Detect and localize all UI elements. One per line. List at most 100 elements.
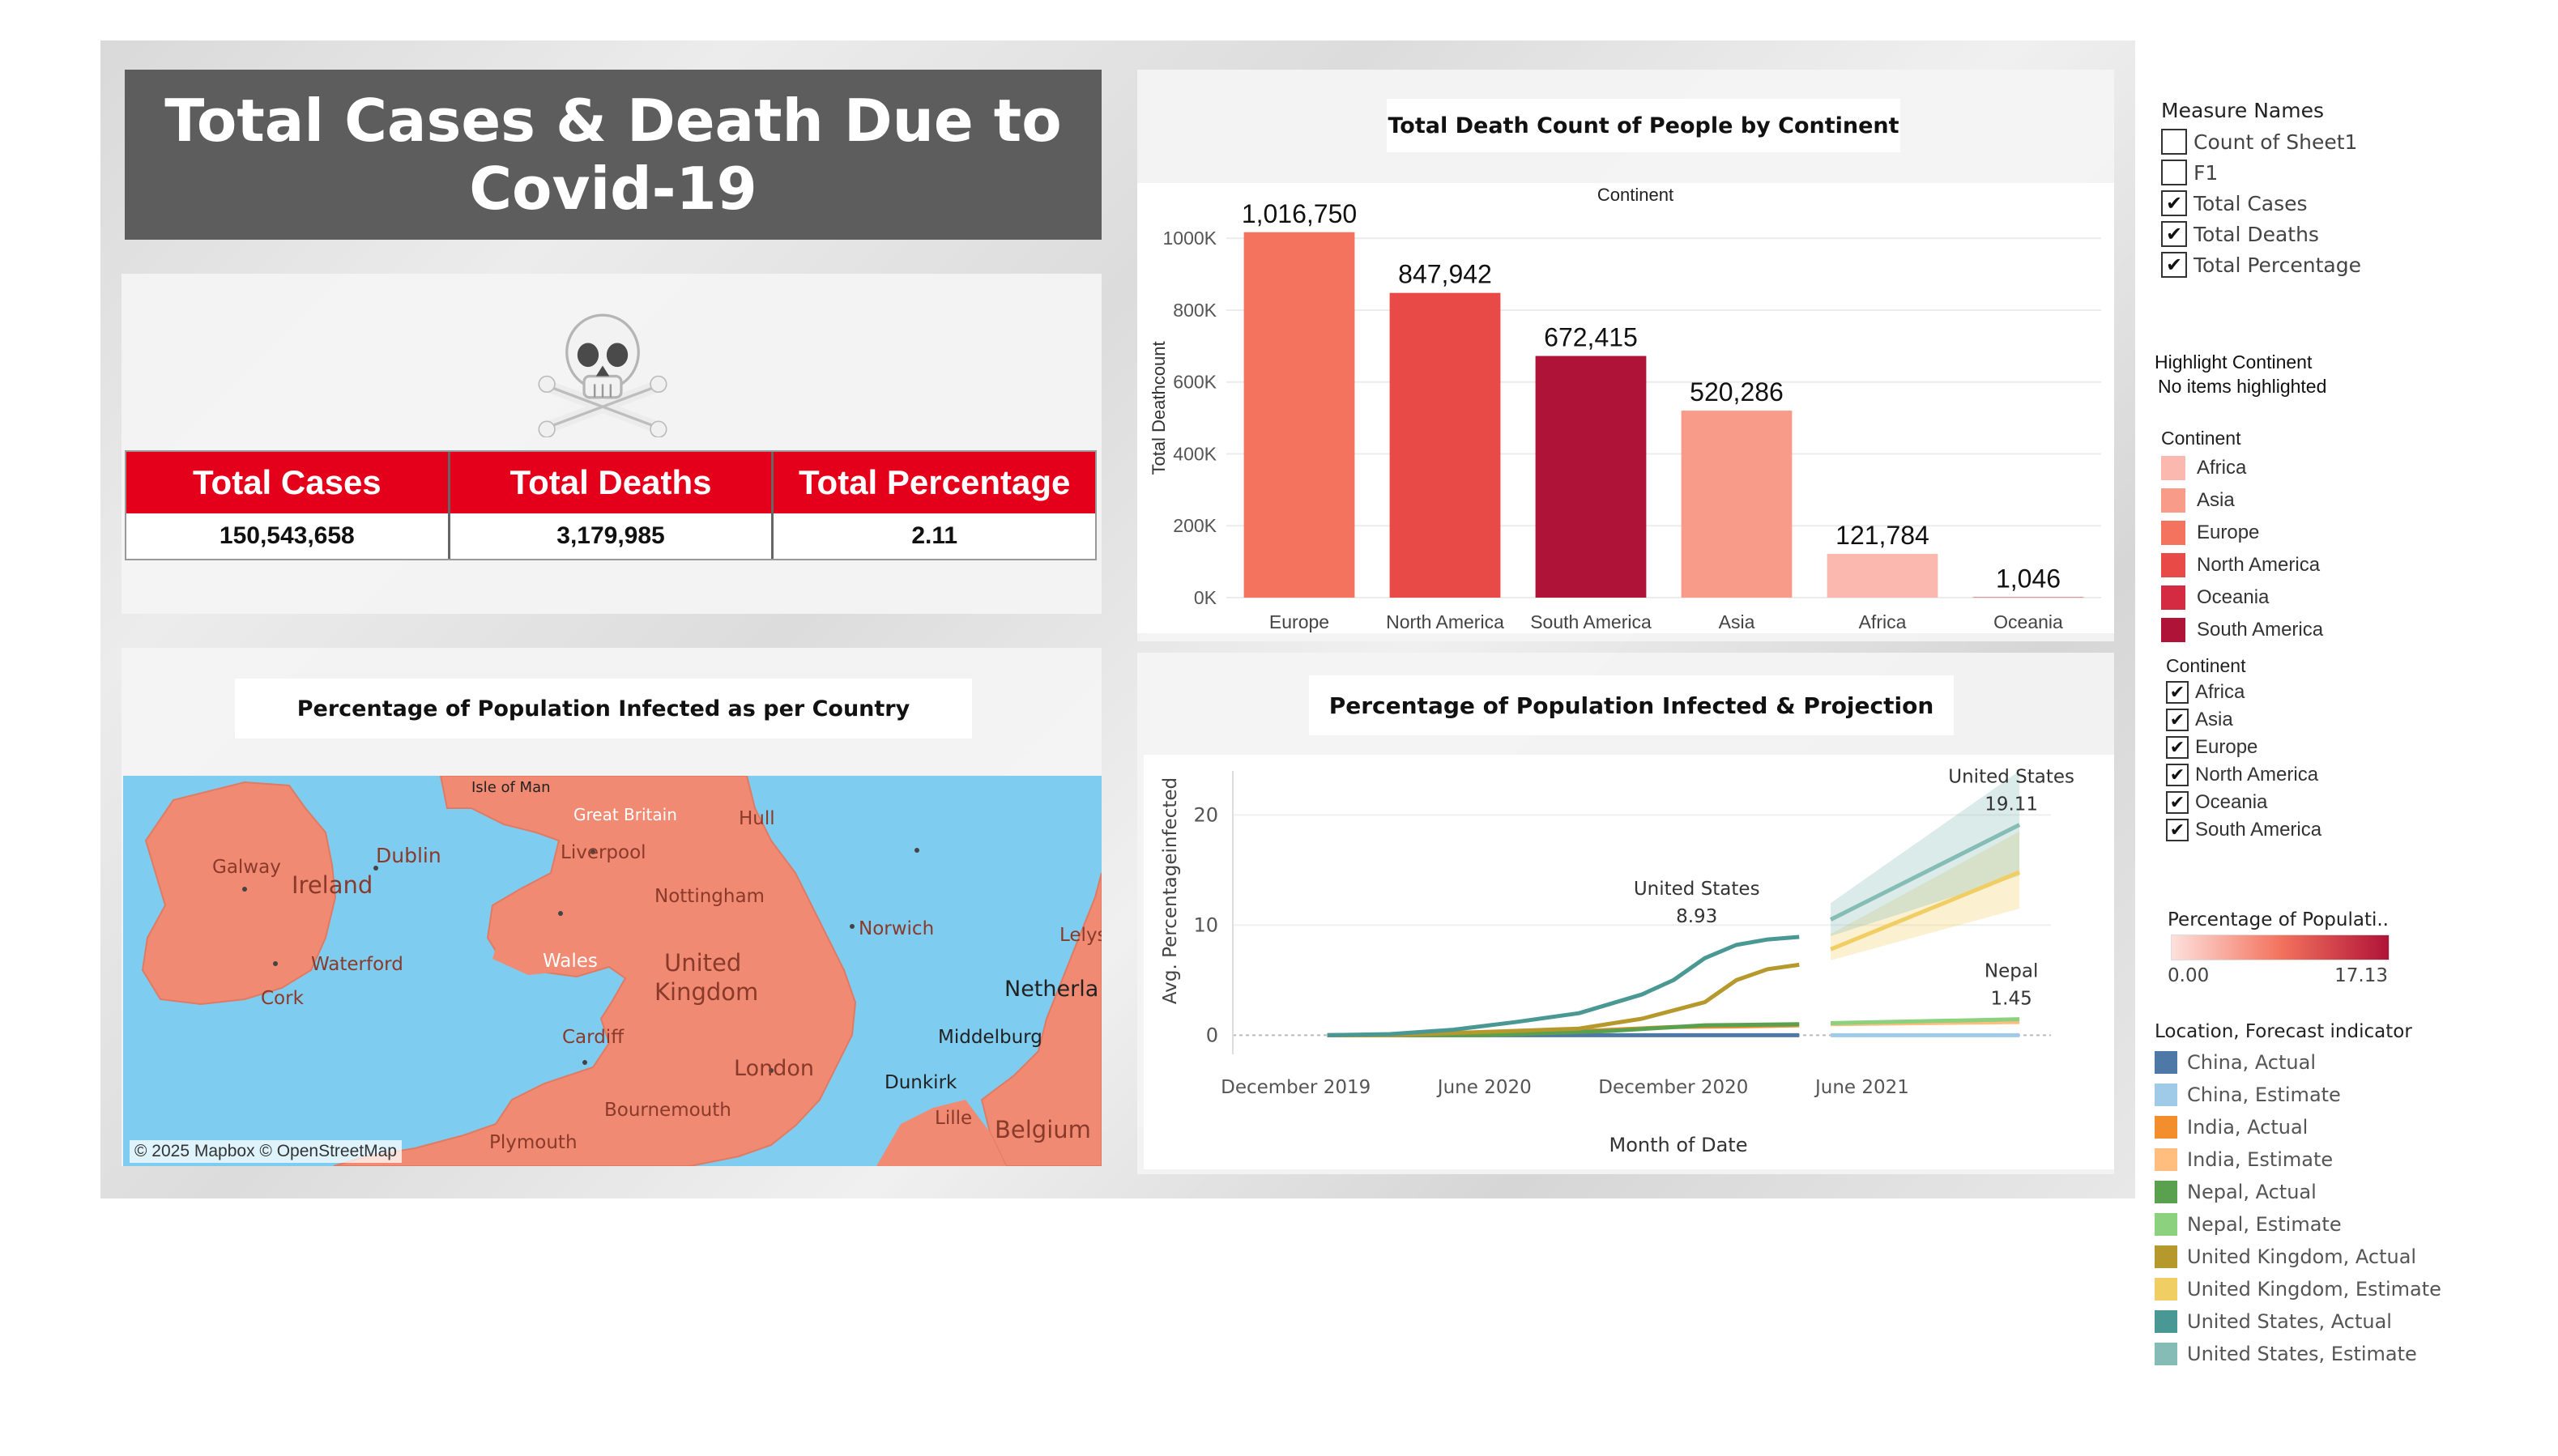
checkbox-icon[interactable]: ✔	[2166, 764, 2189, 786]
map-label: Galway	[212, 857, 281, 878]
line-chart-area: Avg. Percentageinfected Month of Date 0 1…	[1144, 755, 2114, 1169]
gradient-title: Percentage of Populati..	[2168, 909, 2389, 930]
kpi-header: Total Percentage	[774, 452, 1096, 513]
color-swatch	[2155, 1213, 2177, 1236]
bar-data-label: 520,286	[1690, 377, 1784, 407]
map-attribution[interactable]: © 2025 Mapbox © OpenStreetMap	[130, 1140, 402, 1163]
location-label: United States, Actual	[2187, 1310, 2392, 1333]
kpi-value: 3,179,985	[556, 522, 665, 549]
percentage-gradient-legend: Percentage of Populati.. 0.00 17.13	[2168, 905, 2411, 986]
series-line	[1829, 823, 2021, 922]
series-line	[1831, 1017, 2020, 1025]
map-label: United	[664, 949, 742, 977]
continent-filter-option[interactable]: ✔ Europe	[2166, 734, 2506, 761]
series-line	[1327, 934, 1800, 1037]
y-tick-label: 200K	[1173, 515, 1217, 536]
line-chart-ylabel: Avg. Percentageinfected	[1160, 777, 1181, 1004]
bar-data-label: 847,942	[1398, 260, 1492, 289]
location-legend-item[interactable]: Nepal, Actual	[2155, 1176, 2527, 1208]
kpi-value: 150,543,658	[219, 522, 355, 549]
continent-filter-list: ✔ Africa ✔ Asia ✔ Europe ✔ North America ✔ Oceani…	[2166, 679, 2506, 844]
kpi-total-deaths: Total Deaths 3,179,985	[450, 452, 774, 559]
continent-filter-label: Africa	[2195, 681, 2245, 703]
location-legend-item[interactable]: China, Actual	[2155, 1046, 2527, 1079]
checkbox-icon[interactable]: ✔	[2166, 791, 2189, 814]
infection-map[interactable]: Isle of Man Great Britain Hull Galway Du…	[123, 776, 1102, 1166]
color-swatch	[2155, 1181, 2177, 1203]
location-legend-item[interactable]: China, Estimate	[2155, 1079, 2527, 1111]
continent-label: North America	[2197, 554, 2321, 576]
continent-color-item[interactable]: Oceania	[2161, 581, 2501, 614]
map-label: Nottingham	[654, 886, 765, 907]
kpi-value: 2.11	[911, 522, 958, 549]
map-label: Netherla	[1004, 977, 1099, 1002]
location-legend-item[interactable]: India, Actual	[2155, 1111, 2527, 1143]
continent-filter-option[interactable]: ✔ South America	[2166, 816, 2506, 844]
continent-color-item[interactable]: Asia	[2161, 484, 2501, 517]
bar-chart: Continent Total Deathcount 0K 200K 400K 600…	[1149, 185, 2101, 632]
continent-color-item[interactable]: Africa	[2161, 452, 2501, 484]
continent-color-item[interactable]: North America	[2161, 549, 2501, 581]
color-swatch	[2161, 618, 2185, 642]
checkbox-icon[interactable]: ✔	[2161, 221, 2187, 247]
continent-filter-label: South America	[2195, 819, 2322, 841]
bar	[1389, 292, 1501, 598]
y-tick-label: 1000K	[1162, 228, 1217, 249]
location-legend-item[interactable]: Nepal, Estimate	[2155, 1208, 2527, 1241]
measure-option[interactable]: ✔ Total Cases	[2161, 188, 2501, 219]
map-label: Dunkirk	[885, 1072, 957, 1093]
checkbox-icon[interactable]	[2161, 160, 2187, 185]
x-tick-label: South America	[1530, 611, 1652, 632]
color-swatch	[2155, 1310, 2177, 1333]
color-swatch	[2161, 456, 2185, 480]
measure-option[interactable]: ✔ Total Percentage	[2161, 249, 2501, 280]
skull-icon	[536, 304, 669, 438]
bar-chart-header: Continent	[1597, 185, 1673, 205]
map-title: Percentage of Population Infected as per…	[235, 679, 972, 739]
bar-chart-title: Total Death Count of People by Continent	[1387, 99, 1900, 152]
continent-color-item[interactable]: South America	[2161, 614, 2501, 646]
checkbox-icon[interactable]: ✔	[2166, 819, 2189, 841]
location-legend-item[interactable]: United Kingdom, Estimate	[2155, 1273, 2527, 1305]
location-legend-item[interactable]: United Kingdom, Actual	[2155, 1241, 2527, 1273]
measure-option-label: Count of Sheet1	[2193, 130, 2358, 154]
highlight-value[interactable]: No items highlighted	[2158, 376, 2327, 397]
dashboard-title: Total Cases & Death Due to Covid-19	[125, 70, 1102, 240]
x-tick-label: Africa	[1859, 611, 1907, 632]
annotation-label: United States	[1634, 879, 1760, 900]
continent-filter-option[interactable]: ✔ Africa	[2166, 679, 2506, 706]
continent-filter-option[interactable]: ✔ North America	[2166, 761, 2506, 789]
map-label: Lelys	[1059, 925, 1102, 946]
x-tick-label: Oceania	[1993, 611, 2063, 632]
continent-label: Oceania	[2197, 586, 2270, 608]
series-line	[1327, 962, 1800, 1037]
checkbox-icon[interactable]: ✔	[2166, 709, 2189, 731]
gradient-bar	[2171, 934, 2390, 960]
continent-filter-option[interactable]: ✔ Oceania	[2166, 789, 2506, 816]
map-label: Lille	[935, 1108, 973, 1129]
measure-names-legend: Measure Names Count of Sheet1 F1 ✔ Total Ca…	[2161, 96, 2501, 280]
map-label: Cardiff	[562, 1027, 625, 1048]
checkbox-icon[interactable]: ✔	[2161, 252, 2187, 278]
bar-data-label: 121,784	[1835, 521, 1929, 550]
measure-option[interactable]: Count of Sheet1	[2161, 126, 2501, 157]
location-legend-item[interactable]: United States, Actual	[2155, 1305, 2527, 1338]
measure-option[interactable]: ✔ Total Deaths	[2161, 219, 2501, 249]
measure-option[interactable]: F1	[2161, 157, 2501, 188]
checkbox-icon[interactable]: ✔	[2166, 736, 2189, 759]
y-tick-label: 0K	[1194, 587, 1217, 608]
checkbox-icon[interactable]	[2161, 129, 2187, 155]
map-label: Wales	[543, 951, 598, 972]
continent-color-item[interactable]: Europe	[2161, 517, 2501, 549]
checkbox-icon[interactable]: ✔	[2166, 681, 2189, 704]
bar	[1681, 411, 1793, 598]
location-label: United States, Estimate	[2187, 1343, 2417, 1365]
continent-filter-option[interactable]: ✔ Asia	[2166, 706, 2506, 734]
location-legend-item[interactable]: United States, Estimate	[2155, 1338, 2527, 1370]
map-labels: Isle of Man Great Britain Hull Galway Du…	[123, 776, 1102, 1166]
checkbox-icon[interactable]: ✔	[2161, 190, 2187, 216]
line-chart-xlabel: Month of Date	[1609, 1134, 1748, 1156]
location-legend-item[interactable]: India, Estimate	[2155, 1143, 2527, 1176]
map-label: Hull	[739, 808, 775, 829]
legend-title: Continent	[2166, 655, 2246, 676]
